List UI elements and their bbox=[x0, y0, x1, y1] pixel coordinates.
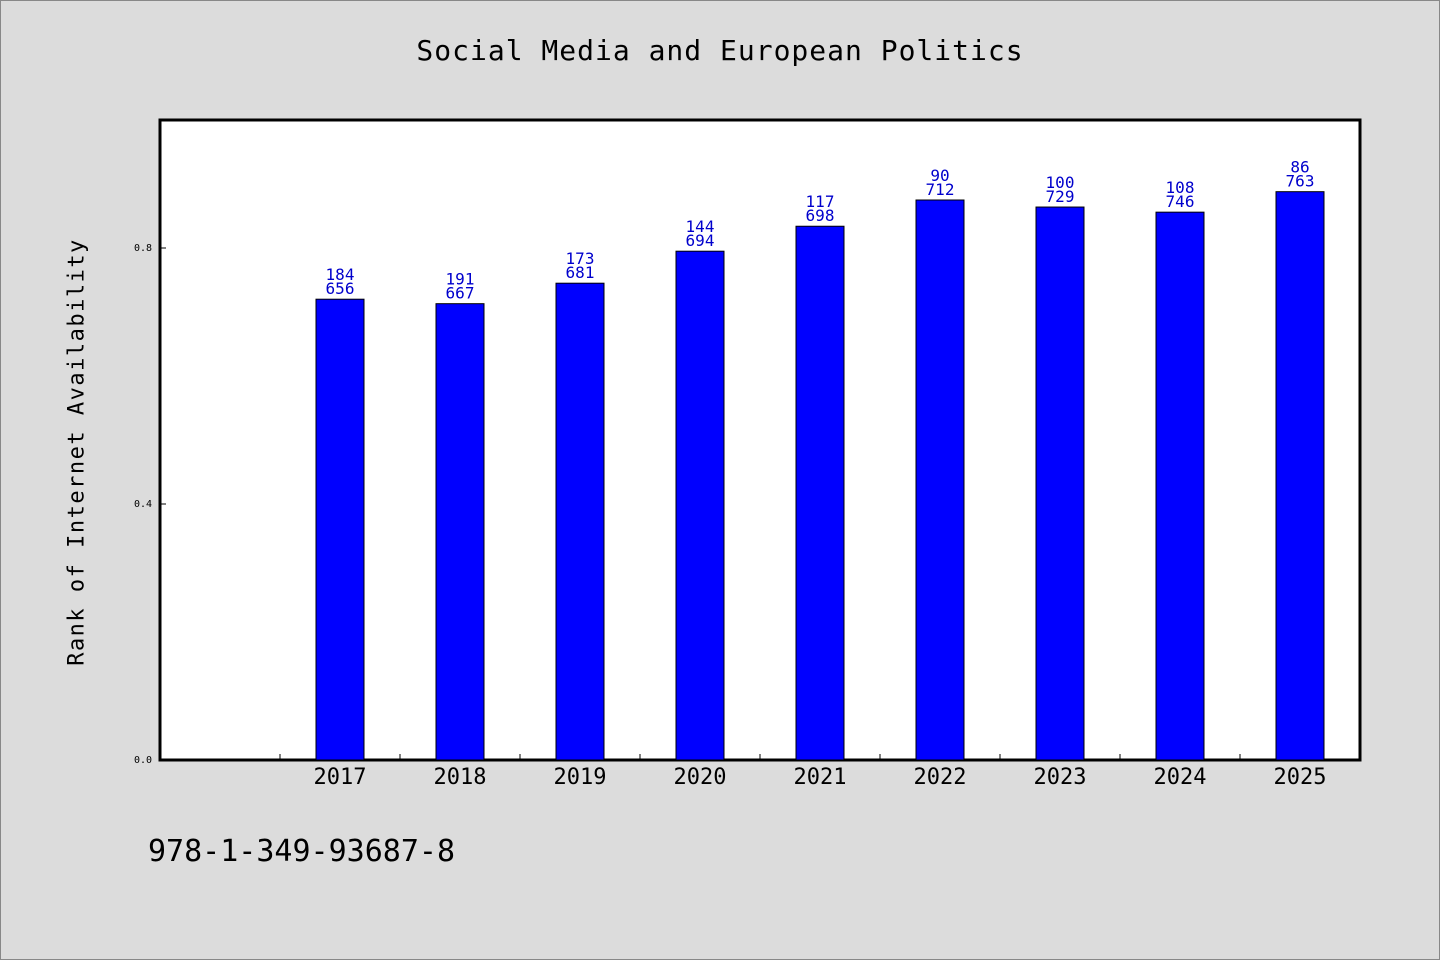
bar-label-bottom-2019: 681 bbox=[566, 263, 595, 282]
bar-label-top-2022: 90 bbox=[930, 166, 949, 185]
x-tick-label-2021: 2021 bbox=[794, 765, 847, 790]
x-tick-label-2023: 2023 bbox=[1034, 765, 1087, 790]
bar-label-bottom-2024: 746 bbox=[1166, 192, 1195, 211]
footer-isbn: 978-1-349-93687-8 bbox=[148, 834, 456, 869]
y-tick-label-2: 0.8 bbox=[134, 243, 152, 254]
x-tick-label-2018: 2018 bbox=[434, 765, 487, 790]
bar-2018 bbox=[435, 303, 485, 761]
x-tick-label-2025: 2025 bbox=[1274, 765, 1327, 790]
bar-2025 bbox=[1275, 191, 1325, 761]
x-tick-label-2019: 2019 bbox=[554, 765, 607, 790]
bar-label-bottom-2020: 694 bbox=[686, 231, 715, 250]
bar-2019 bbox=[555, 282, 605, 761]
bar-label-bottom-2018: 667 bbox=[446, 284, 475, 303]
bar-label-bottom-2021: 698 bbox=[806, 206, 835, 225]
bar-label-bottom-2023: 729 bbox=[1046, 187, 1075, 206]
bar-label-top-2025: 86 bbox=[1290, 158, 1309, 177]
x-tick-label-2022: 2022 bbox=[914, 765, 967, 790]
bar-2024 bbox=[1155, 211, 1205, 761]
bar-2023 bbox=[1035, 206, 1085, 761]
x-tick-label-2017: 2017 bbox=[314, 765, 367, 790]
bar-label-bottom-2017: 656 bbox=[326, 279, 355, 298]
bar-label-top-2019: 173 bbox=[566, 249, 595, 268]
chart-title: Social Media and European Politics bbox=[416, 34, 1024, 67]
bar-label-bottom-2025: 763 bbox=[1286, 172, 1315, 191]
bar-label-top-2020: 144 bbox=[686, 217, 715, 236]
bar-label-bottom-2022: 712 bbox=[926, 180, 955, 199]
bar-2021 bbox=[795, 225, 845, 761]
bar-2017 bbox=[315, 298, 365, 761]
bar-label-top-2021: 117 bbox=[806, 192, 835, 211]
bar-label-top-2018: 191 bbox=[446, 270, 475, 289]
x-tick-label-2020: 2020 bbox=[674, 765, 727, 790]
x-tick-label-2024: 2024 bbox=[1154, 765, 1207, 790]
y-tick-label-1: 0.4 bbox=[134, 499, 152, 510]
y-tick-label-0: 0.0 bbox=[134, 755, 152, 766]
bar-label-top-2024: 108 bbox=[1166, 178, 1195, 197]
bar-label-top-2017: 184 bbox=[326, 265, 355, 284]
bar-2022 bbox=[915, 199, 965, 761]
bar-label-top-2023: 100 bbox=[1046, 173, 1075, 192]
bar-2020 bbox=[675, 250, 725, 761]
